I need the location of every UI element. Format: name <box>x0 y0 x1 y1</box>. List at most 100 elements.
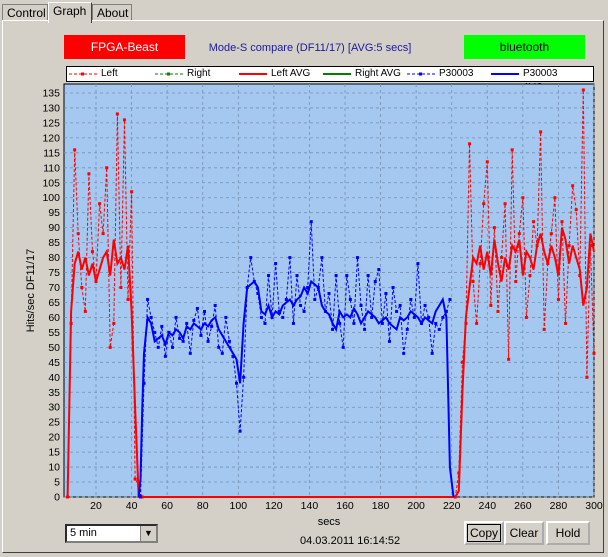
data-point-left <box>101 232 105 236</box>
data-point-left <box>514 280 518 284</box>
data-point-p30003 <box>320 256 324 260</box>
copy-button[interactable]: Copy <box>464 521 504 545</box>
data-point-p30003 <box>288 256 292 260</box>
data-point-p30003 <box>395 309 399 313</box>
data-point-p30003 <box>398 303 402 307</box>
data-point-left <box>539 130 543 134</box>
data-point-p30003 <box>348 297 352 301</box>
data-point-p30003 <box>206 339 210 343</box>
x-tick-label: 160 <box>336 500 354 512</box>
legend-swatch <box>323 73 351 75</box>
data-point-left <box>485 160 489 164</box>
data-point-p30003 <box>235 381 239 385</box>
data-point-p30003 <box>366 274 370 278</box>
data-point-p30003 <box>338 321 342 325</box>
data-point-p30003 <box>210 324 214 328</box>
chevron-down-icon[interactable]: ▼ <box>140 526 156 541</box>
data-point-p30003 <box>227 339 231 343</box>
data-point-left <box>492 226 496 230</box>
data-point-left <box>115 112 119 116</box>
data-point-p30003 <box>199 333 203 337</box>
timestamp: 04.03.2011 16:14:52 <box>300 535 401 547</box>
legend-item: Left <box>69 67 153 81</box>
y-tick-label: 75 <box>48 267 60 279</box>
data-point-p30003 <box>387 339 391 343</box>
x-tick-label: 260 <box>514 500 532 512</box>
data-point-p30003 <box>380 321 384 325</box>
data-point-left <box>98 202 102 206</box>
data-point-left <box>592 351 596 355</box>
data-point-left <box>574 208 578 212</box>
data-point-p30003 <box>149 315 153 319</box>
y-tick-label: 95 <box>48 207 60 219</box>
data-point-p30003 <box>373 280 377 284</box>
data-point-p30003 <box>203 309 207 313</box>
data-point-p30003 <box>341 345 345 349</box>
x-tick-label: 80 <box>197 500 209 512</box>
legend-swatch <box>69 72 97 76</box>
data-point-p30003 <box>370 315 374 319</box>
data-point-p30003 <box>284 297 288 301</box>
data-point-p30003 <box>412 315 416 319</box>
data-point-p30003 <box>448 297 452 301</box>
y-tick-label: 30 <box>48 402 60 414</box>
data-point-left <box>66 495 70 499</box>
data-point-p30003 <box>331 327 335 331</box>
data-point-left <box>556 297 560 301</box>
data-point-p30003 <box>170 345 174 349</box>
data-point-left <box>130 190 134 194</box>
data-point-p30003 <box>153 330 157 334</box>
data-point-p30003 <box>224 315 228 319</box>
y-tick-label: 80 <box>48 252 60 264</box>
clear-button[interactable]: Clear <box>504 521 544 545</box>
hold-button[interactable]: Hold <box>546 521 590 545</box>
data-point-left <box>119 286 123 290</box>
data-point-p30003 <box>263 321 267 325</box>
tab-control[interactable]: Control <box>2 4 48 21</box>
data-point-left <box>581 88 585 92</box>
data-point-p30003 <box>277 309 281 313</box>
x-tick-label: 220 <box>443 500 461 512</box>
data-point-p30003 <box>220 351 224 355</box>
data-point-p30003 <box>384 291 388 295</box>
y-tick-label: 115 <box>43 147 60 159</box>
data-point-left <box>489 303 493 307</box>
data-point-p30003 <box>185 321 189 325</box>
series-line-p30003-avg <box>137 279 455 498</box>
data-point-p30003 <box>217 345 221 349</box>
data-point-p30003 <box>274 262 278 266</box>
data-point-p30003 <box>355 256 359 260</box>
tab-about[interactable]: About <box>92 4 132 21</box>
y-tick-label: 25 <box>48 417 60 429</box>
legend-label: Left AVG <box>271 68 311 79</box>
time-range-select[interactable]: 5 min ▼ <box>65 524 158 543</box>
data-point-p30003 <box>291 321 295 325</box>
y-tick-label: 15 <box>48 447 60 459</box>
x-tick-label: 20 <box>90 500 102 512</box>
tab-graph[interactable]: Graph <box>48 2 92 23</box>
data-point-p30003 <box>345 274 349 278</box>
data-point-p30003 <box>441 315 445 319</box>
right-source-tag: bluetooth <box>464 35 585 59</box>
data-point-left <box>87 172 91 176</box>
data-point-left <box>521 196 525 200</box>
data-point-p30003 <box>427 315 431 319</box>
data-point-left <box>571 184 575 188</box>
data-point-left <box>76 232 80 236</box>
legend-item: Right <box>155 67 239 81</box>
data-point-p30003 <box>178 336 182 340</box>
data-point-p30003 <box>352 321 356 325</box>
data-point-p30003 <box>238 429 242 433</box>
legend-label: Right AVG <box>355 68 401 79</box>
legend-swatch <box>239 73 267 75</box>
data-point-p30003 <box>146 297 150 301</box>
data-point-left <box>460 360 464 364</box>
y-tick-label: 110 <box>43 162 60 174</box>
graph-panel <box>2 20 604 553</box>
data-point-p30003 <box>163 354 167 358</box>
data-point-p30003 <box>138 495 142 499</box>
data-point-p30003 <box>363 327 367 331</box>
series-line-left <box>67 89 595 498</box>
legend-item: P30003 <box>407 67 491 81</box>
data-point-p30003 <box>409 297 413 301</box>
